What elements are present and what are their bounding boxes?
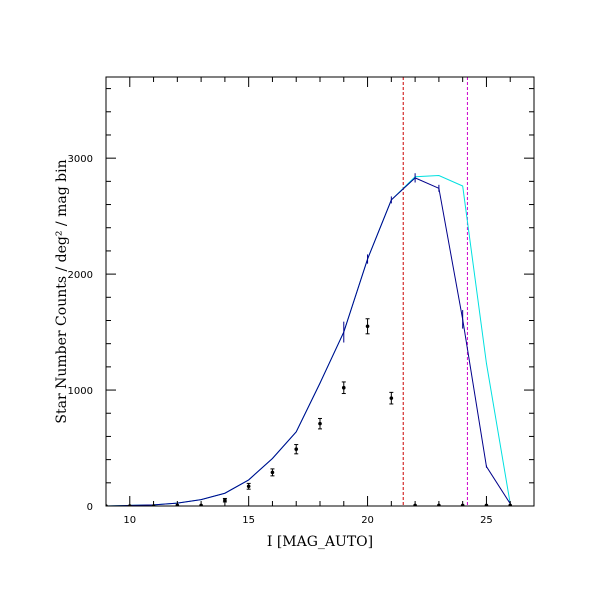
data-point <box>365 324 370 329</box>
x-tick-label: 20 <box>361 515 374 526</box>
series-line-1 <box>106 175 511 506</box>
y-tick-label: 0 <box>87 502 93 513</box>
y-tick-label: 2000 <box>68 270 93 281</box>
y-tick-label: 1000 <box>68 386 93 397</box>
data-point <box>223 498 227 503</box>
data-point <box>246 484 251 489</box>
data-point <box>294 447 299 451</box>
data-point <box>270 470 275 475</box>
series-line-2 <box>106 177 511 506</box>
x-tick-label: 10 <box>123 515 136 526</box>
x-tick-label: 25 <box>480 515 493 526</box>
plot-area <box>106 77 513 506</box>
axes: 10 15 20 25 0 1000 2000 3000 <box>68 77 535 526</box>
plot-frame <box>105 76 535 507</box>
x-tick-label: 15 <box>242 515 255 526</box>
data-point <box>341 385 346 390</box>
y-tick-label: 3000 <box>68 154 93 165</box>
data-group <box>106 77 513 506</box>
data-point <box>318 421 322 426</box>
data-point <box>389 396 394 400</box>
y-axis-label: Star Number Counts / deg² / mag bin <box>54 159 70 423</box>
x-axis-label: I [MAG_AUTO] <box>267 534 373 550</box>
